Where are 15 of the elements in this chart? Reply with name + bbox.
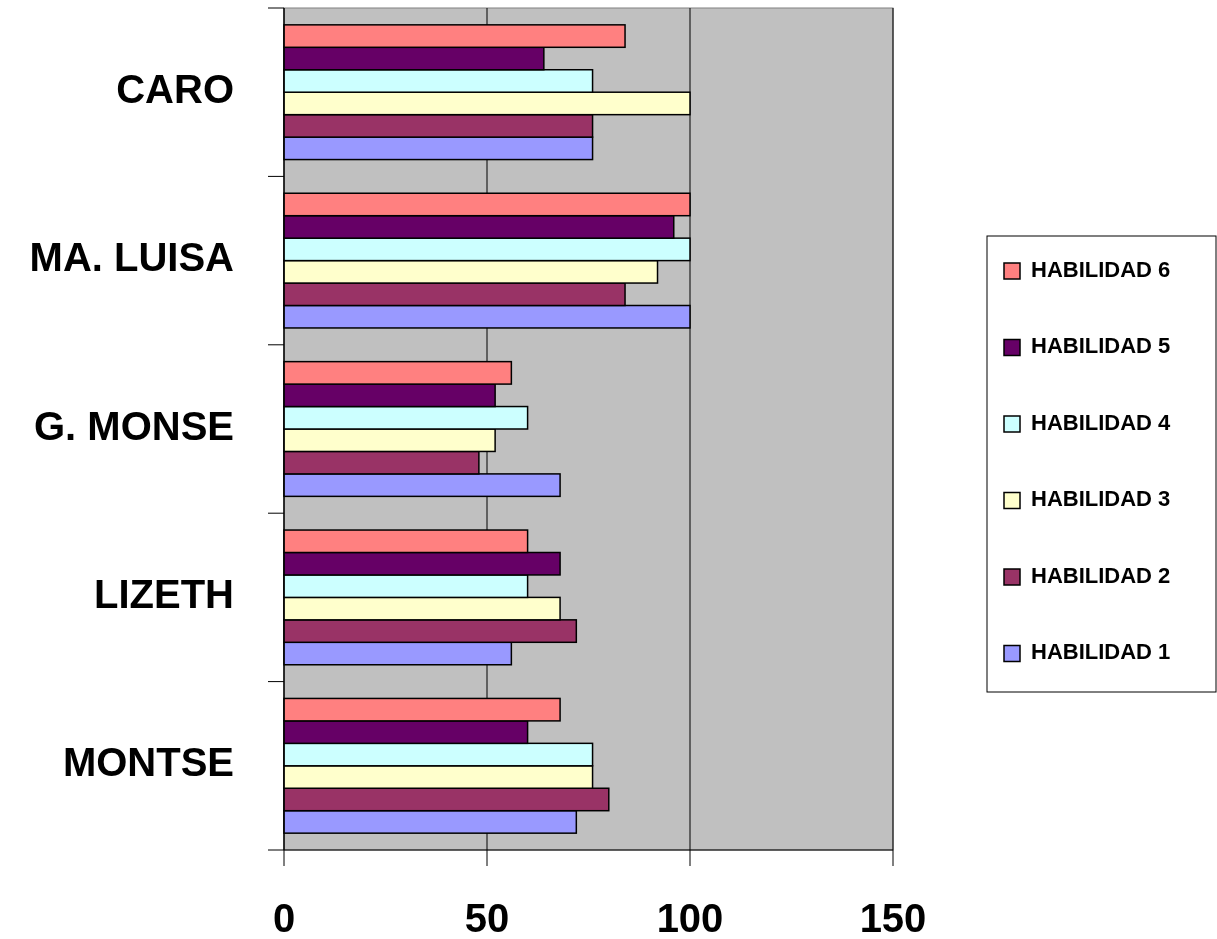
y-tick-label: CARO bbox=[116, 66, 234, 111]
x-tick-label: 0 bbox=[272, 896, 296, 939]
y-tick-label: MA. LUISA bbox=[29, 235, 234, 280]
y-tick-label: G. MONSE bbox=[33, 403, 234, 448]
legend-label: HABILIDAD 4 bbox=[1031, 409, 1172, 435]
legend-label: HABILIDAD 6 bbox=[1031, 256, 1171, 282]
legend-label: HABILIDAD 3 bbox=[1031, 486, 1171, 512]
x-tick-label: 150 bbox=[859, 896, 927, 939]
y-tick-label: LIZETH bbox=[94, 571, 234, 616]
x-tick-label: 50 bbox=[464, 896, 510, 939]
legend-label: HABILIDAD 2 bbox=[1031, 562, 1171, 588]
x-tick-label: 100 bbox=[656, 896, 724, 939]
legend-label: HABILIDAD 5 bbox=[1031, 333, 1171, 359]
legend-label: HABILIDAD 1 bbox=[1031, 639, 1171, 665]
y-tick-label: MONTSE bbox=[62, 740, 234, 785]
